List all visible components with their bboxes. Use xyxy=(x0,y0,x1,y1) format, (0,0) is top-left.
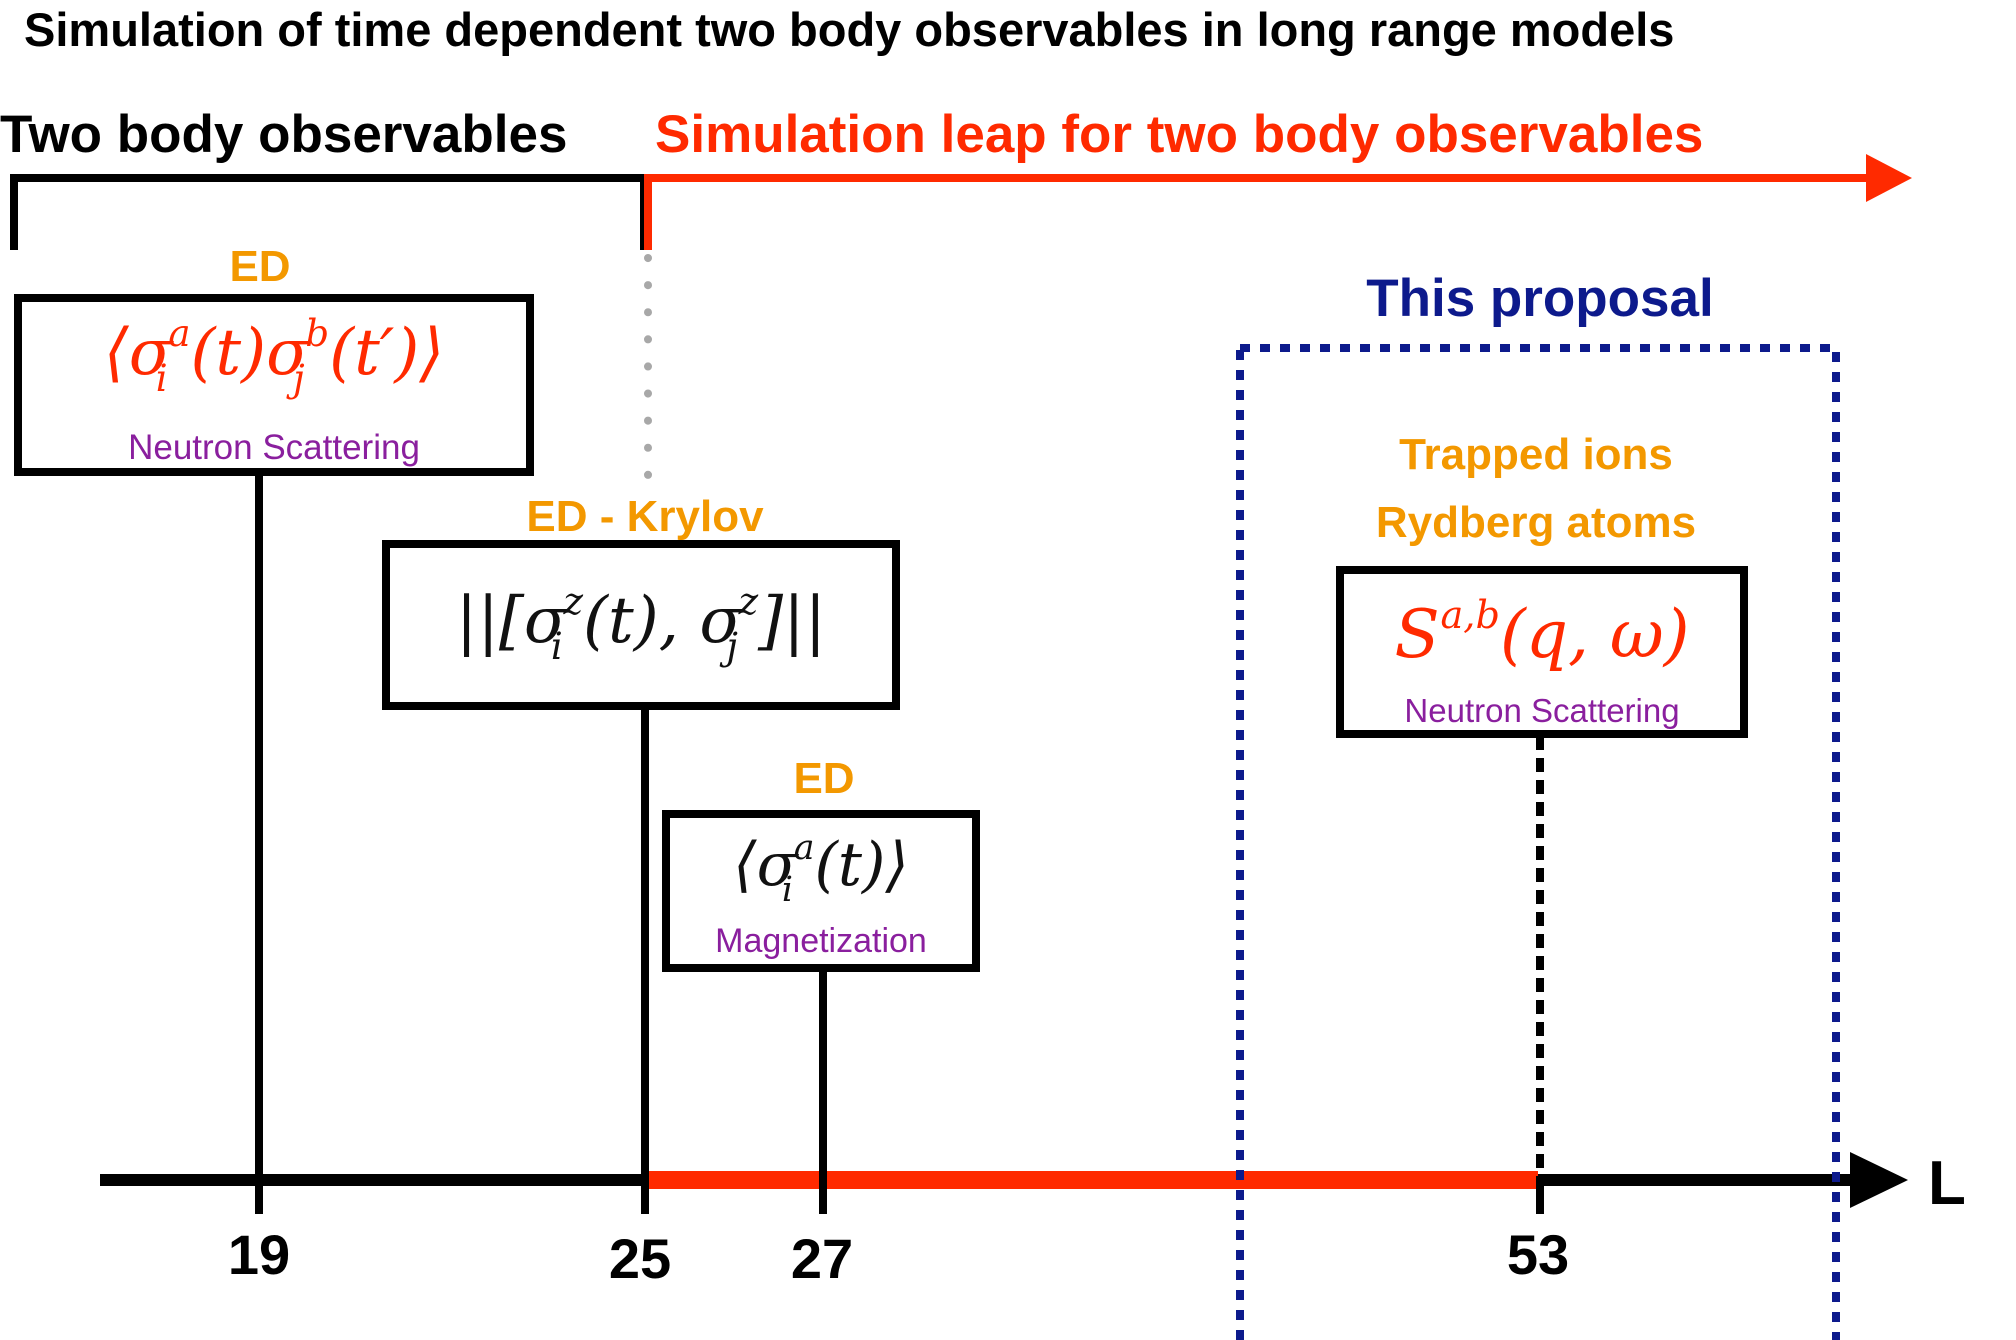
tick-label-19: 19 xyxy=(227,1223,291,1286)
header-simulation-leap: Simulation leap for two body observables xyxy=(655,105,1704,164)
formula-commutator-norm: ||[σiz(t), σjz]|| xyxy=(455,580,827,668)
observable-box-correlator: ⟨σia(t)σjb(t′)⟩ Neutron Scattering xyxy=(14,294,534,476)
method-label-ed-krylov: ED - Krylov xyxy=(526,492,764,541)
observable-box-magnetization: ⟨σia(t)⟩ Magnetization xyxy=(662,810,980,972)
l-axis-arrowhead xyxy=(1850,1152,1908,1208)
observable-box-structure-factor: Sa,b(q, ω) Neutron Scattering xyxy=(1336,566,1748,738)
observable-box-commutator: ||[σiz(t), σjz]|| xyxy=(382,540,900,710)
bracket-two-body xyxy=(10,174,648,250)
tick-label-27: 27 xyxy=(790,1227,854,1290)
formula-two-time-correlator: ⟨σia(t)σjb(t′)⟩ xyxy=(103,312,445,400)
caption-neutron-scattering-1: Neutron Scattering xyxy=(128,428,420,467)
formula-dynamical-structure-factor: Sa,b(q, ω) xyxy=(1394,593,1690,673)
axis-label-L: L xyxy=(1928,1149,1966,1218)
header-two-body-observables: Two body observables xyxy=(0,105,568,164)
this-proposal-label: This proposal xyxy=(1366,269,1714,328)
platform-rydberg-atoms: Rydberg atoms xyxy=(1375,498,1697,547)
caption-neutron-scattering-2: Neutron Scattering xyxy=(1404,692,1680,729)
caption-magnetization: Magnetization xyxy=(715,922,927,960)
leap-arrowhead xyxy=(1866,154,1912,202)
method-label-ed-19: ED xyxy=(229,242,291,291)
tick-label-25: 25 xyxy=(608,1227,672,1290)
figure-title: Simulation of time dependent two body ob… xyxy=(24,3,1675,56)
method-label-ed-27: ED xyxy=(793,754,855,803)
tick-label-53: 53 xyxy=(1506,1223,1570,1286)
platform-trapped-ions: Trapped ions xyxy=(1399,430,1673,479)
formula-magnetization: ⟨σia(t)⟩ xyxy=(733,827,909,910)
